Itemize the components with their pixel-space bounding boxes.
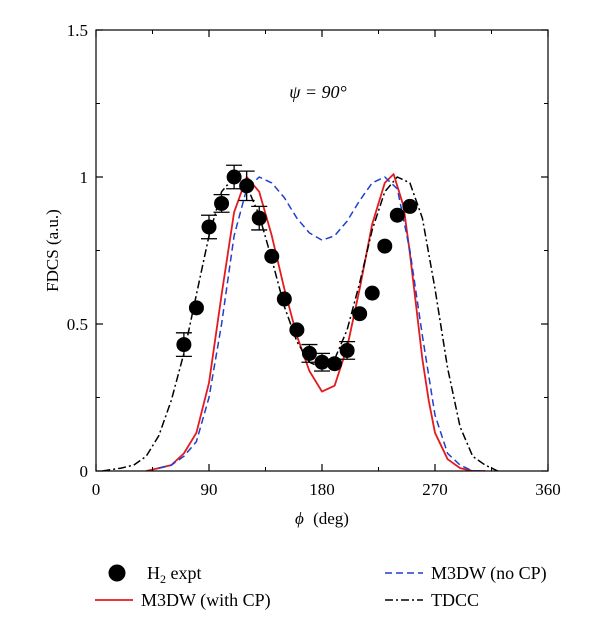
data-point: [352, 306, 368, 322]
data-point: [301, 345, 317, 361]
legend-item: M3DW (with CP): [95, 590, 271, 611]
legend-item: H2 expt: [108, 563, 202, 586]
legend-marker: [108, 564, 126, 582]
y-tick-label: 0.5: [67, 315, 88, 334]
data-point: [214, 195, 230, 211]
data-point: [289, 322, 305, 338]
series-line-m3dw-no-cp: [158, 176, 486, 471]
x-tick-label: 90: [201, 480, 218, 499]
data-point: [188, 300, 204, 316]
data-point: [377, 238, 393, 254]
legend-label-sub: 2: [160, 572, 166, 586]
data-point: [389, 207, 405, 223]
data-point: [239, 178, 255, 194]
data-point: [264, 248, 280, 264]
data-point: [314, 354, 330, 370]
x-tick-label: 180: [309, 480, 335, 499]
data-point: [201, 219, 217, 235]
legend-label-rest: expt: [166, 563, 202, 583]
data-point: [339, 342, 355, 358]
x-tick-label: 360: [535, 480, 561, 499]
data-point: [226, 169, 242, 185]
y-axis-label: FDCS (a.u.): [43, 209, 62, 292]
legend-label: M3DW (no CP): [431, 563, 547, 584]
y-tick-label: 1.5: [67, 21, 88, 40]
data-point: [402, 198, 418, 214]
legend-label: M3DW (with CP): [141, 590, 271, 611]
x-axis-label: ϕ (deg): [295, 509, 349, 528]
y-tick-label: 1: [80, 168, 89, 187]
legend-label-main: H: [147, 563, 160, 583]
legend-item: TDCC: [385, 590, 479, 610]
y-tick-label: 0: [80, 462, 89, 481]
data-point: [176, 337, 192, 353]
data-point: [276, 291, 292, 307]
legend-item: M3DW (no CP): [385, 563, 547, 584]
x-tick-label: 0: [92, 480, 101, 499]
data-point: [251, 210, 267, 226]
series-line-m3dw-with-cp: [145, 173, 486, 471]
legend-label: H2 expt: [147, 563, 202, 586]
legend-label: TDCC: [431, 590, 479, 610]
data-point: [327, 356, 343, 372]
data-point: [364, 285, 380, 301]
x-axis-unit: (deg): [313, 509, 349, 528]
x-axis-symbol: ϕ: [295, 509, 304, 528]
psi-annotation: ψ = 90°: [289, 82, 347, 102]
legend: H2 expt M3DW (with CP) M3DW (no CP) TDCC: [95, 563, 547, 611]
x-tick-label: 270: [422, 480, 448, 499]
